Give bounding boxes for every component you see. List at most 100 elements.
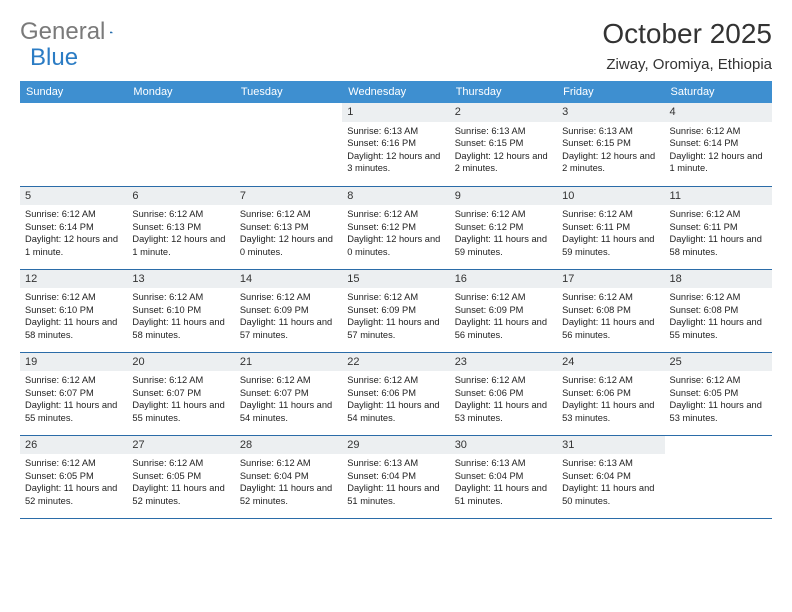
sunrise-text: Sunrise: 6:12 AM <box>240 457 337 470</box>
calendar-day-cell <box>665 435 772 518</box>
calendar-day-cell: 18Sunrise: 6:12 AMSunset: 6:08 PMDayligh… <box>665 269 772 352</box>
daylight-text: Daylight: 11 hours and 51 minutes. <box>455 482 552 507</box>
sunset-text: Sunset: 6:05 PM <box>670 387 767 400</box>
daylight-text: Daylight: 11 hours and 58 minutes. <box>25 316 122 341</box>
sunset-text: Sunset: 6:15 PM <box>562 137 659 150</box>
sunset-text: Sunset: 6:13 PM <box>240 221 337 234</box>
daylight-text: Daylight: 12 hours and 3 minutes. <box>347 150 444 175</box>
daylight-text: Daylight: 11 hours and 53 minutes. <box>455 399 552 424</box>
daylight-text: Daylight: 11 hours and 59 minutes. <box>455 233 552 258</box>
sunrise-text: Sunrise: 6:12 AM <box>562 208 659 221</box>
calendar-day-cell: 30Sunrise: 6:13 AMSunset: 6:04 PMDayligh… <box>450 435 557 518</box>
daylight-text: Daylight: 11 hours and 59 minutes. <box>562 233 659 258</box>
sunset-text: Sunset: 6:04 PM <box>347 470 444 483</box>
calendar-day-cell: 19Sunrise: 6:12 AMSunset: 6:07 PMDayligh… <box>20 352 127 435</box>
day-number: 30 <box>450 436 557 455</box>
sunset-text: Sunset: 6:06 PM <box>347 387 444 400</box>
sunset-text: Sunset: 6:08 PM <box>562 304 659 317</box>
day-number: 13 <box>127 270 234 289</box>
sunrise-text: Sunrise: 6:12 AM <box>455 374 552 387</box>
sunrise-text: Sunrise: 6:12 AM <box>240 291 337 304</box>
calendar-day-cell: 4Sunrise: 6:12 AMSunset: 6:14 PMDaylight… <box>665 103 772 186</box>
daylight-text: Daylight: 11 hours and 53 minutes. <box>562 399 659 424</box>
location-text: Ziway, Oromiya, Ethiopia <box>602 56 772 73</box>
header: General October 2025 Ziway, Oromiya, Eth… <box>20 18 772 73</box>
calendar-day-cell: 14Sunrise: 6:12 AMSunset: 6:09 PMDayligh… <box>235 269 342 352</box>
daylight-text: Daylight: 12 hours and 1 minute. <box>670 150 767 175</box>
sunrise-text: Sunrise: 6:12 AM <box>347 208 444 221</box>
sunrise-text: Sunrise: 6:13 AM <box>562 125 659 138</box>
day-number: 10 <box>557 187 664 206</box>
daylight-text: Daylight: 11 hours and 57 minutes. <box>347 316 444 341</box>
sunset-text: Sunset: 6:09 PM <box>347 304 444 317</box>
sunset-text: Sunset: 6:14 PM <box>670 137 767 150</box>
calendar-day-cell: 6Sunrise: 6:12 AMSunset: 6:13 PMDaylight… <box>127 186 234 269</box>
calendar-day-cell: 23Sunrise: 6:12 AMSunset: 6:06 PMDayligh… <box>450 352 557 435</box>
calendar-week-row: 5Sunrise: 6:12 AMSunset: 6:14 PMDaylight… <box>20 186 772 269</box>
daylight-text: Daylight: 11 hours and 50 minutes. <box>562 482 659 507</box>
sunset-text: Sunset: 6:04 PM <box>455 470 552 483</box>
sunrise-text: Sunrise: 6:12 AM <box>132 374 229 387</box>
day-number: 17 <box>557 270 664 289</box>
daylight-text: Daylight: 12 hours and 1 minute. <box>132 233 229 258</box>
sunset-text: Sunset: 6:14 PM <box>25 221 122 234</box>
daylight-text: Daylight: 11 hours and 58 minutes. <box>132 316 229 341</box>
sunrise-text: Sunrise: 6:12 AM <box>240 208 337 221</box>
calendar-day-cell: 27Sunrise: 6:12 AMSunset: 6:05 PMDayligh… <box>127 435 234 518</box>
day-number: 6 <box>127 187 234 206</box>
daylight-text: Daylight: 11 hours and 52 minutes. <box>25 482 122 507</box>
daylight-text: Daylight: 11 hours and 55 minutes. <box>132 399 229 424</box>
day-number: 19 <box>20 353 127 372</box>
calendar-table: SundayMondayTuesdayWednesdayThursdayFrid… <box>20 81 772 519</box>
daylight-text: Daylight: 12 hours and 2 minutes. <box>455 150 552 175</box>
day-number-blank <box>127 103 234 122</box>
day-number: 29 <box>342 436 449 455</box>
day-number-blank <box>665 436 772 455</box>
sunset-text: Sunset: 6:04 PM <box>562 470 659 483</box>
daylight-text: Daylight: 12 hours and 0 minutes. <box>347 233 444 258</box>
day-number: 9 <box>450 187 557 206</box>
daylight-text: Daylight: 12 hours and 2 minutes. <box>562 150 659 175</box>
weekday-header: Monday <box>127 81 234 103</box>
calendar-day-cell: 13Sunrise: 6:12 AMSunset: 6:10 PMDayligh… <box>127 269 234 352</box>
day-number: 3 <box>557 103 664 122</box>
sunset-text: Sunset: 6:10 PM <box>132 304 229 317</box>
calendar-day-cell: 20Sunrise: 6:12 AMSunset: 6:07 PMDayligh… <box>127 352 234 435</box>
day-number: 1 <box>342 103 449 122</box>
day-number: 31 <box>557 436 664 455</box>
day-number-blank <box>20 103 127 122</box>
calendar-day-cell: 7 Sunrise: 6:12 AMSunset: 6:13 PMDaylight… <box>235 186 342 269</box>
sunrise-text: Sunrise: 6:12 AM <box>347 291 444 304</box>
sunset-text: Sunset: 6:12 PM <box>455 221 552 234</box>
sunset-text: Sunset: 6:15 PM <box>455 137 552 150</box>
weekday-header: Tuesday <box>235 81 342 103</box>
day-number: 7 <box>235 187 342 206</box>
flag-icon <box>110 23 114 41</box>
daylight-text: Daylight: 11 hours and 54 minutes. <box>347 399 444 424</box>
day-number: 2 <box>450 103 557 122</box>
calendar-day-cell <box>235 103 342 186</box>
weekday-header: Saturday <box>665 81 772 103</box>
sunrise-text: Sunrise: 6:12 AM <box>562 291 659 304</box>
weekday-header: Thursday <box>450 81 557 103</box>
calendar-day-cell: 25Sunrise: 6:12 AMSunset: 6:05 PMDayligh… <box>665 352 772 435</box>
calendar-day-cell: 12Sunrise: 6:12 AMSunset: 6:10 PMDayligh… <box>20 269 127 352</box>
sunrise-text: Sunrise: 6:12 AM <box>455 291 552 304</box>
daylight-text: Daylight: 11 hours and 58 minutes. <box>670 233 767 258</box>
calendar-day-cell: 9Sunrise: 6:12 AMSunset: 6:12 PMDaylight… <box>450 186 557 269</box>
daylight-text: Daylight: 12 hours and 0 minutes. <box>240 233 337 258</box>
day-number: 25 <box>665 353 772 372</box>
sunset-text: Sunset: 6:11 PM <box>670 221 767 234</box>
sunrise-text: Sunrise: 6:13 AM <box>562 457 659 470</box>
calendar-day-cell: 29Sunrise: 6:13 AMSunset: 6:04 PMDayligh… <box>342 435 449 518</box>
day-number: 14 <box>235 270 342 289</box>
sunrise-text: Sunrise: 6:12 AM <box>670 291 767 304</box>
calendar-day-cell: 15Sunrise: 6:12 AMSunset: 6:09 PMDayligh… <box>342 269 449 352</box>
weekday-header: Friday <box>557 81 664 103</box>
day-number: 24 <box>557 353 664 372</box>
sunset-text: Sunset: 6:05 PM <box>132 470 229 483</box>
weekday-header: Sunday <box>20 81 127 103</box>
calendar-day-cell: 21Sunrise: 6:12 AMSunset: 6:07 PMDayligh… <box>235 352 342 435</box>
day-number: 16 <box>450 270 557 289</box>
daylight-text: Daylight: 11 hours and 55 minutes. <box>670 316 767 341</box>
